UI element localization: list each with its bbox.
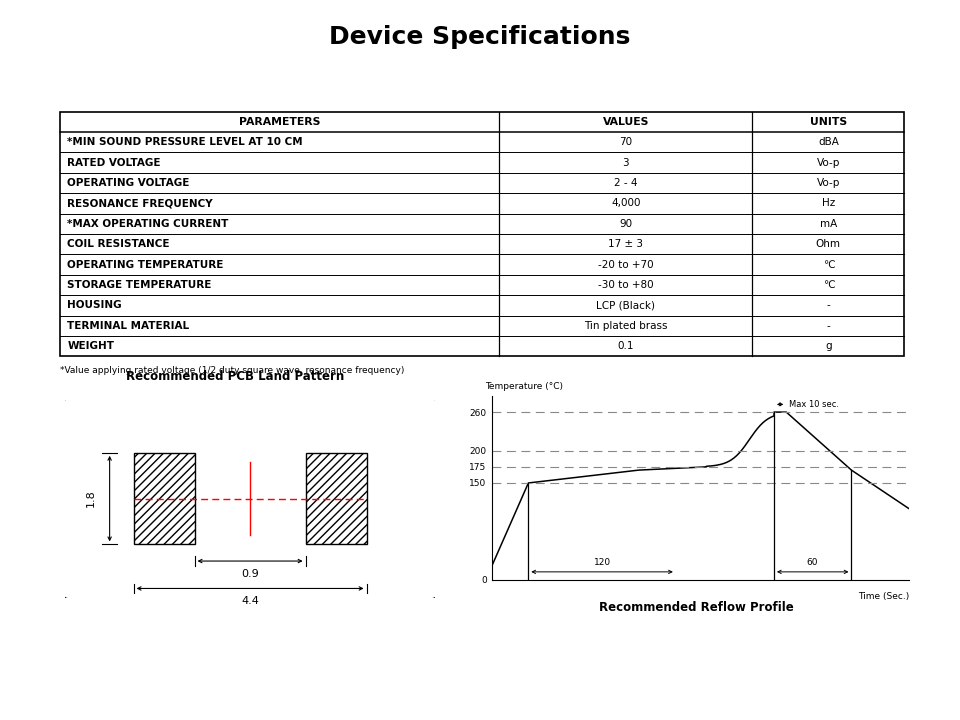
Text: 60: 60 [806, 558, 818, 567]
Text: Recommended PCB Land Pattern: Recommended PCB Land Pattern [126, 370, 345, 383]
Text: -: - [827, 300, 830, 310]
Text: 17 ± 3: 17 ± 3 [609, 239, 643, 249]
Text: RATED VOLTAGE: RATED VOLTAGE [67, 158, 160, 168]
Text: TERMINAL MATERIAL: TERMINAL MATERIAL [67, 321, 189, 330]
Text: OPERATING TEMPERATURE: OPERATING TEMPERATURE [67, 260, 224, 269]
Text: Recommended Reflow Profile: Recommended Reflow Profile [599, 601, 793, 614]
Text: 1.8: 1.8 [86, 490, 96, 508]
Text: *MIN SOUND PRESSURE LEVEL AT 10 CM: *MIN SOUND PRESSURE LEVEL AT 10 CM [67, 138, 302, 147]
Text: Tin plated brass: Tin plated brass [584, 321, 667, 330]
Text: mA: mA [820, 219, 837, 229]
Text: Ohm: Ohm [816, 239, 841, 249]
Text: 0.1: 0.1 [617, 341, 635, 351]
Text: WEIGHT: WEIGHT [67, 341, 114, 351]
Text: VALUES: VALUES [603, 117, 649, 127]
Text: OPERATING VOLTAGE: OPERATING VOLTAGE [67, 178, 189, 188]
Text: 90: 90 [619, 219, 633, 229]
Text: 3: 3 [622, 158, 629, 168]
Text: PARAMETERS: PARAMETERS [239, 117, 321, 127]
Text: COIL RESISTANCE: COIL RESISTANCE [67, 239, 170, 249]
Text: -30 to +80: -30 to +80 [598, 280, 654, 290]
Text: ℃: ℃ [823, 260, 834, 269]
Text: 120: 120 [593, 558, 611, 567]
Text: 4.4: 4.4 [241, 596, 259, 606]
Text: Time (Sec.): Time (Sec.) [858, 593, 909, 601]
Bar [133, 453, 195, 544]
Text: g: g [825, 341, 831, 351]
Text: *Value applying rated voltage (1/2 duty square wave, resonance frequency): *Value applying rated voltage (1/2 duty … [60, 366, 405, 374]
Text: dBA: dBA [818, 138, 839, 147]
Text: ℃: ℃ [823, 280, 834, 290]
Text: Temperature (°C): Temperature (°C) [486, 382, 564, 392]
Text: 0.9: 0.9 [241, 569, 259, 579]
Text: UNITS: UNITS [810, 117, 847, 127]
Text: Vo-p: Vo-p [817, 158, 840, 168]
Text: Max 10 sec.: Max 10 sec. [789, 400, 839, 409]
Text: LCP (Black): LCP (Black) [596, 300, 656, 310]
FancyBboxPatch shape [63, 398, 437, 599]
Bar [60, 112, 904, 356]
Text: -: - [827, 321, 830, 330]
Text: HOUSING: HOUSING [67, 300, 122, 310]
Text: Vo-p: Vo-p [817, 178, 840, 188]
Text: 2 - 4: 2 - 4 [614, 178, 637, 188]
Text: RESONANCE FREQUENCY: RESONANCE FREQUENCY [67, 199, 213, 208]
Text: Device Specifications: Device Specifications [329, 25, 631, 49]
Text: 70: 70 [619, 138, 633, 147]
Text: *MAX OPERATING CURRENT: *MAX OPERATING CURRENT [67, 219, 228, 229]
Text: -20 to +70: -20 to +70 [598, 260, 654, 269]
Text: 4,000: 4,000 [612, 199, 640, 208]
Text: Hz: Hz [822, 199, 835, 208]
Text: STORAGE TEMPERATURE: STORAGE TEMPERATURE [67, 280, 211, 290]
Bar [305, 453, 367, 544]
